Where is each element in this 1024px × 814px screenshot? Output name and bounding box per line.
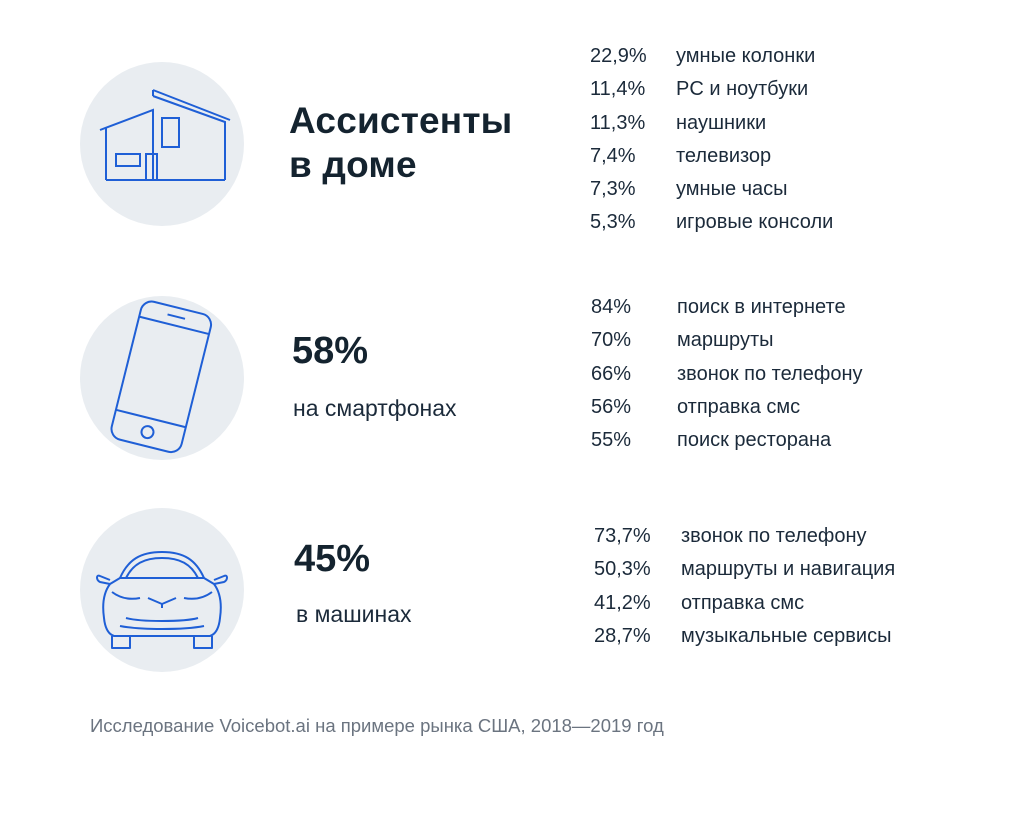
stat-percent: 11,4% bbox=[590, 78, 646, 101]
stat-percent: 7,3% bbox=[590, 178, 636, 201]
stat-percent: 7,4% bbox=[590, 144, 636, 167]
cars-label: в машинах bbox=[296, 601, 412, 627]
stat-label: маршруты и навигация bbox=[681, 558, 896, 581]
stat-percent: 5,3% bbox=[590, 211, 636, 234]
stat-percent: 84% bbox=[591, 296, 632, 318]
stat-label: телевизор bbox=[676, 144, 772, 167]
cars-stat-list: 73,7% звонок по телефону 50,3% маршруты … bbox=[594, 520, 924, 653]
smartphone-icon bbox=[110, 300, 213, 454]
stat-percent: 73,7% bbox=[594, 525, 651, 547]
list-item: 70% маршруты bbox=[591, 324, 911, 357]
stat-label: поиск в интернете bbox=[677, 296, 846, 318]
stat-percent: 11,3% bbox=[590, 111, 646, 134]
stat-label: игровые консоли bbox=[676, 211, 834, 234]
stat-percent: 28,7% bbox=[594, 624, 651, 647]
stat-percent: 66% bbox=[591, 362, 632, 385]
smartphones-label: на смартфонах bbox=[293, 395, 457, 421]
car-icon bbox=[96, 551, 228, 649]
stat-label: PC и ноутбуки bbox=[676, 78, 809, 101]
home-section: Ассистенты в доме 22,9% умные колонки 11… bbox=[0, 0, 1024, 260]
list-item: 11,3% наушники bbox=[590, 107, 910, 140]
list-item: 22,9% умные колонки bbox=[590, 40, 910, 73]
list-item: 7,3% умные часы bbox=[590, 173, 910, 206]
smartphone-icon-circle bbox=[80, 296, 244, 460]
smartphones-value: 58% bbox=[292, 330, 369, 372]
home-icon-circle bbox=[80, 62, 244, 226]
home-title-line1: Ассистенты bbox=[289, 100, 513, 141]
stat-label: умные часы bbox=[676, 178, 788, 201]
stat-percent: 55% bbox=[591, 429, 632, 452]
stat-label: звонок по телефону bbox=[677, 362, 863, 385]
stat-label: отправка смс bbox=[681, 591, 805, 614]
list-item: 66% звонок по телефону bbox=[591, 358, 911, 391]
stat-percent: 41,2% bbox=[594, 591, 651, 614]
house-icon bbox=[99, 89, 231, 181]
home-stat-list: 22,9% умные колонки 11,4% PC и ноутбуки … bbox=[590, 40, 910, 240]
stat-percent: 50,3% bbox=[594, 558, 651, 581]
source-footnote: Исследование Voicebot.ai на примере рынк… bbox=[90, 715, 664, 736]
list-item: 7,4% телевизор bbox=[590, 140, 910, 173]
stat-label: умные колонки bbox=[676, 45, 816, 67]
list-item: 73,7% звонок по телефону bbox=[594, 520, 924, 553]
cars-value: 45% bbox=[294, 538, 371, 580]
stat-label: поиск ресторана bbox=[677, 429, 832, 452]
list-item: 50,3% маршруты и навигация bbox=[594, 553, 924, 586]
list-item: 41,2% отправка смс bbox=[594, 587, 924, 620]
list-item: 84% поиск в интернете bbox=[591, 291, 911, 324]
stat-percent: 70% bbox=[591, 329, 632, 352]
stat-label: звонок по телефону bbox=[681, 525, 867, 547]
home-title: Ассистенты в доме bbox=[289, 99, 512, 187]
smartphones-stat-list: 84% поиск в интернете 70% маршруты 66% з… bbox=[591, 291, 911, 457]
stat-label: наушники bbox=[676, 111, 767, 134]
stat-label: отправка смс bbox=[677, 395, 801, 418]
list-item: 55% поиск ресторана bbox=[591, 424, 911, 457]
stat-percent: 22,9% bbox=[590, 45, 647, 67]
stat-label: музыкальные сервисы bbox=[681, 624, 892, 647]
home-title-line2: в доме bbox=[289, 144, 417, 185]
stat-percent: 56% bbox=[591, 395, 632, 418]
list-item: 11,4% PC и ноутбуки bbox=[590, 73, 910, 106]
list-item: 5,3% игровые консоли bbox=[590, 206, 910, 239]
car-icon-circle bbox=[80, 508, 244, 672]
list-item: 28,7% музыкальные сервисы bbox=[594, 620, 924, 653]
stat-label: маршруты bbox=[677, 329, 774, 352]
list-item: 56% отправка смс bbox=[591, 391, 911, 424]
